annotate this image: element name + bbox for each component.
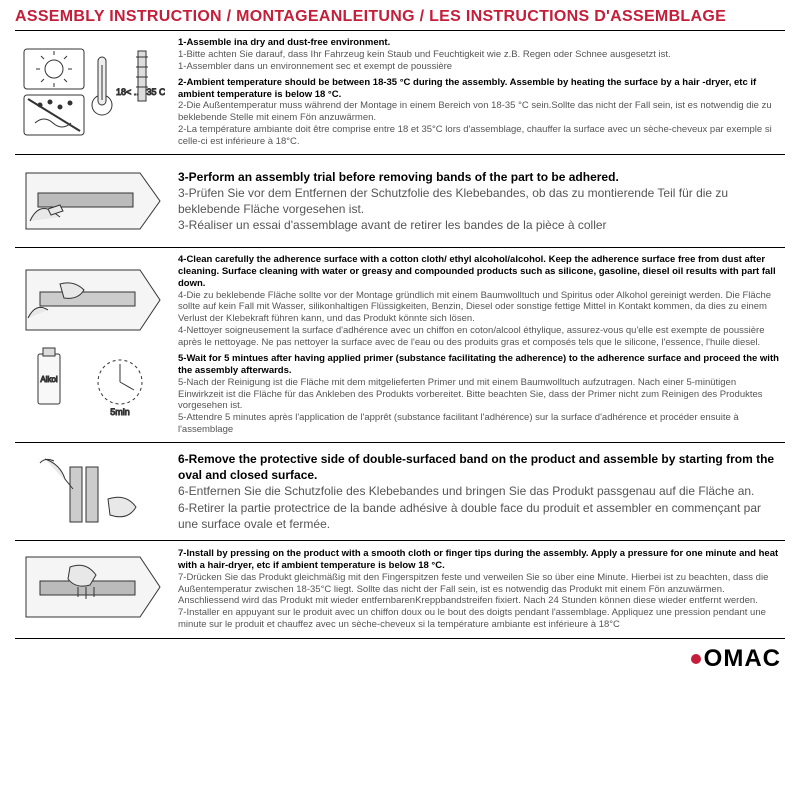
step-row-2: 3-Perform an assembly trial before remov…: [15, 154, 785, 247]
step-6-text: 6-Remove the protective side of double-s…: [170, 443, 785, 540]
step2-de: 2-Die Außentemperatur muss während der M…: [178, 100, 779, 124]
step6-en: 6-Remove the protective side of double-s…: [178, 451, 779, 483]
step-7-icon: [15, 541, 170, 638]
step1-de: 1-Bitte achten Sie darauf, dass Ihr Fahr…: [178, 49, 779, 61]
step1-en: 1-Assemble ina dry and dust-free environ…: [178, 37, 779, 49]
step7-de: 7-Drücken Sie das Produkt gleichmäßig mi…: [178, 572, 779, 608]
step4-de: 4-Die zu beklebende Fläche sollte vor de…: [178, 290, 779, 326]
footer: OMAC: [15, 639, 785, 673]
svg-text:5min: 5min: [110, 407, 130, 417]
step6-fr: 6-Retirer la partie protectrice de la ba…: [178, 500, 779, 532]
step-7-text: 7-Install by pressing on the product wit…: [170, 541, 785, 638]
step6-de: 6-Entfernen Sie die Schutzfolie des Kleb…: [178, 483, 779, 499]
step5-fr: 5-Attendre 5 minutes après l'application…: [178, 412, 779, 436]
step-6-icon: [15, 443, 170, 540]
step-1-2-text: 1-Assemble ina dry and dust-free environ…: [170, 31, 785, 154]
step-row-1: 18< ...<35 C 1-Assemble ina dry and dust…: [15, 30, 785, 154]
page-title: ASSEMBLY INSTRUCTION / MONTAGEANLEITUNG …: [15, 8, 785, 26]
step4-fr: 4-Nettoyer soigneusement la surface d'ad…: [178, 325, 779, 349]
step1-fr: 1-Assembler dans un environnement sec et…: [178, 61, 779, 73]
svg-text:Alkol: Alkol: [40, 375, 58, 384]
step-1-2-icon: 18< ...<35 C: [15, 31, 170, 154]
step2-fr: 2-La température ambiante doit être comp…: [178, 124, 779, 148]
step-4-5-text: 4-Clean carefully the adherence surface …: [170, 248, 785, 442]
step-row-3: Alkol 5min 4-Clean carefully the adheren…: [15, 247, 785, 442]
step7-en: 7-Install by pressing on the product wit…: [178, 548, 779, 572]
step3-de: 3-Prüfen Sie vor dem Entfernen der Schut…: [178, 185, 779, 217]
step2-en: 2-Ambient temperature should be between …: [178, 77, 779, 101]
step-3-icon: [15, 155, 170, 247]
step-row-4: 6-Remove the protective side of double-s…: [15, 442, 785, 540]
step-row-5: 7-Install by pressing on the product wit…: [15, 540, 785, 639]
logo-dot-icon: [691, 654, 701, 664]
logo-text: OMAC: [704, 645, 781, 673]
step5-de: 5-Nach der Reinigung ist die Fläche mit …: [178, 377, 779, 413]
step3-fr: 3-Réaliser un essai d'assemblage avant d…: [178, 217, 779, 233]
step-3-text: 3-Perform an assembly trial before remov…: [170, 155, 785, 247]
brand-logo: OMAC: [691, 645, 781, 673]
step4-en: 4-Clean carefully the adherence surface …: [178, 254, 779, 290]
step3-en: 3-Perform an assembly trial before remov…: [178, 169, 779, 185]
step7-fr: 7-Installer en appuyant sur le produit a…: [178, 607, 779, 631]
assembly-instruction-sheet: ASSEMBLY INSTRUCTION / MONTAGEANLEITUNG …: [0, 0, 800, 800]
step5-en: 5-Wait for 5 mintues after having applie…: [178, 353, 779, 377]
step-4-5-icon: Alkol 5min: [15, 248, 170, 442]
